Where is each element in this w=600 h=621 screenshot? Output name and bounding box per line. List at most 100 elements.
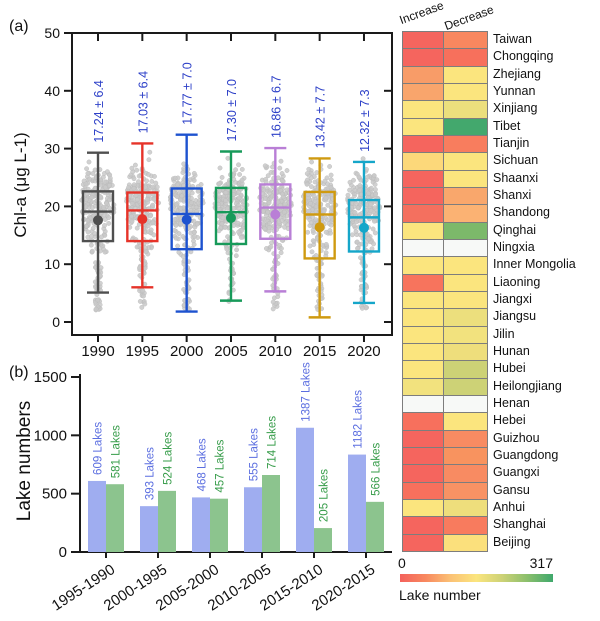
- mean-sd-annotation-2000: 17.77 ± 7.0: [181, 62, 195, 125]
- province-label: Shaanxi: [493, 170, 539, 185]
- panel-a-x-tick-label: 1990: [81, 343, 114, 360]
- heatmap-cell-tianjin-increase: [402, 134, 445, 154]
- heatmap-cell-sichuan-decrease: [443, 152, 488, 171]
- heatmap-cell-hubei-increase: [402, 360, 445, 379]
- heatmap-cell-anhui-decrease: [443, 498, 488, 518]
- heatmap-cell-gansu-increase: [402, 481, 445, 500]
- heatmap-cell-zhejiang-decrease: [443, 65, 488, 84]
- bar-value-label: 581 Lakes: [111, 425, 123, 478]
- mean-dot-2000: [181, 214, 192, 225]
- heatmap-cell-jiangxi-decrease: [443, 290, 488, 310]
- heatmap-cell-shanghai-decrease: [443, 516, 488, 535]
- province-label: Guangdong: [493, 447, 559, 462]
- province-label: Liaoning: [493, 274, 541, 289]
- province-label: Tianjin: [493, 135, 530, 150]
- mean-sd-annotation-1995: 17.03 ± 6.4: [136, 71, 150, 134]
- panel-a-x-tick-label: 2000: [170, 343, 203, 360]
- heatmap-cell-jilin-increase: [402, 325, 445, 344]
- heatmap-cell-shandong-increase: [402, 204, 445, 223]
- boxplot-1990: 17.24 ± 6.4: [81, 80, 115, 294]
- mean-dot-2010: [270, 209, 281, 220]
- panel-a-x-tick-label: 2010: [259, 343, 292, 360]
- province-label: Guizhou: [493, 430, 540, 445]
- heatmap-cell-beijing-decrease: [443, 533, 488, 552]
- heatmap-cell-guangdong-increase: [402, 446, 445, 466]
- panel-a-y-axis-label: Chl-a (μg L-1): [11, 132, 30, 238]
- panel-b-y-tick-label: 1500: [34, 369, 67, 386]
- province-label: Anhui: [493, 499, 525, 514]
- province-label: Hunan: [493, 343, 530, 358]
- heatmap-cell-yunnan-decrease: [443, 82, 488, 102]
- bar-increase-2020-2015: [348, 454, 366, 552]
- panel-a-y-tick-label: 0: [52, 314, 60, 330]
- province-label: Guangxi: [493, 465, 540, 480]
- panel-b-y-tick-label: 0: [59, 544, 67, 561]
- bar-increase-2000-1995: [140, 506, 158, 552]
- bar-value-label: 468 Lakes: [197, 438, 209, 491]
- province-label: Qinghai: [493, 222, 537, 237]
- heatmap-cell-henan-increase: [402, 394, 445, 414]
- province-label: Shandong: [493, 205, 551, 220]
- panel-a-y-tick-label: 40: [44, 83, 60, 99]
- boxplot-2015: 13.42 ± 7.7: [303, 86, 336, 319]
- province-label: Xinjiang: [493, 101, 538, 116]
- bar-value-label: 1387 Lakes: [301, 362, 313, 422]
- bar-value-label: 457 Lakes: [215, 439, 227, 492]
- heatmap-cell-jiangsu-increase: [402, 308, 445, 327]
- heatmap-cell-anhui-increase: [402, 498, 445, 518]
- boxplot-2005: 17.30 ± 7.0: [214, 79, 248, 302]
- heatmap-cell-tianjin-decrease: [443, 134, 488, 154]
- panel-a-y-tick-label: 10: [44, 256, 60, 272]
- colorbar-gradient: [400, 574, 553, 582]
- boxplot-2010: 16.86 ± 6.7: [259, 76, 292, 293]
- panel-a-x-tick-label: 1995: [126, 343, 159, 360]
- province-label: Shanghai: [493, 517, 546, 532]
- colorbar-min-label: 0: [398, 555, 406, 571]
- province-label: Henan: [493, 395, 530, 410]
- panel-a-x-tick-label: 2020: [347, 343, 380, 360]
- heatmap-cell-chongqing-decrease: [443, 48, 488, 67]
- boxplot-2000: 17.77 ± 7.0: [170, 62, 203, 313]
- bar-increase-2005-2000: [192, 497, 210, 552]
- bar-value-label: 566 Lakes: [371, 443, 383, 496]
- panel-b-y-tick-label: 1000: [34, 427, 67, 444]
- province-label: Tibet: [493, 118, 521, 133]
- province-label: Heilongjiang: [493, 378, 562, 393]
- panel-a-frame: [71, 32, 393, 336]
- mean-dot-2020: [358, 222, 369, 233]
- heatmap-cell-gansu-decrease: [443, 481, 488, 500]
- heatmap-cell-tibet-increase: [402, 117, 445, 136]
- panel-a-x-tick-label: 2015: [303, 343, 336, 360]
- heatmap-cell-liaoning-decrease: [443, 273, 488, 292]
- mean-dot-2005: [225, 212, 236, 223]
- heatmap-cell-shanghai-increase: [402, 516, 445, 535]
- heatmap-cell-tibet-decrease: [443, 117, 488, 136]
- panel-b-y-tick-label: 500: [42, 486, 67, 503]
- heatmap-cell-guizhou-increase: [402, 429, 445, 448]
- colorbar-caption: Lake number: [399, 587, 481, 603]
- panel-b-y-axis-label: Lake numbers: [14, 400, 35, 522]
- panel-a-y-tick-label: 20: [44, 198, 60, 214]
- heatmap-cell-hunan-decrease: [443, 342, 488, 362]
- heatmap-cell-henan-decrease: [443, 394, 488, 414]
- bar-value-label: 1182 Lakes: [353, 390, 365, 449]
- heatmap-cell-ningxia-increase: [402, 238, 445, 258]
- mean-sd-annotation-2020: 12.32 ± 7.3: [358, 89, 372, 152]
- province-label: Jiangxi: [493, 291, 532, 306]
- heatmap-cell-hebei-decrease: [443, 412, 488, 431]
- province-label: Zhejiang: [493, 66, 541, 81]
- heatmap-cell-xinjiang-decrease: [443, 100, 488, 119]
- heatmap-cell-hunan-increase: [402, 342, 445, 362]
- bar-value-label: 555 Lakes: [249, 428, 261, 481]
- bar-decrease-2020-2015: [366, 501, 384, 552]
- bar-value-label: 393 Lakes: [145, 447, 157, 500]
- bar-increase-1995-1990: [88, 480, 106, 552]
- mean-sd-annotation-1990: 17.24 ± 6.4: [92, 80, 106, 143]
- heatmap-cell-jilin-decrease: [443, 325, 488, 344]
- mean-dot-1995: [137, 214, 148, 225]
- province-label: Inner Mongolia: [493, 257, 576, 272]
- heatmap-cell-xinjiang-increase: [402, 100, 445, 119]
- panel-a-y-tick-label: 50: [44, 25, 60, 41]
